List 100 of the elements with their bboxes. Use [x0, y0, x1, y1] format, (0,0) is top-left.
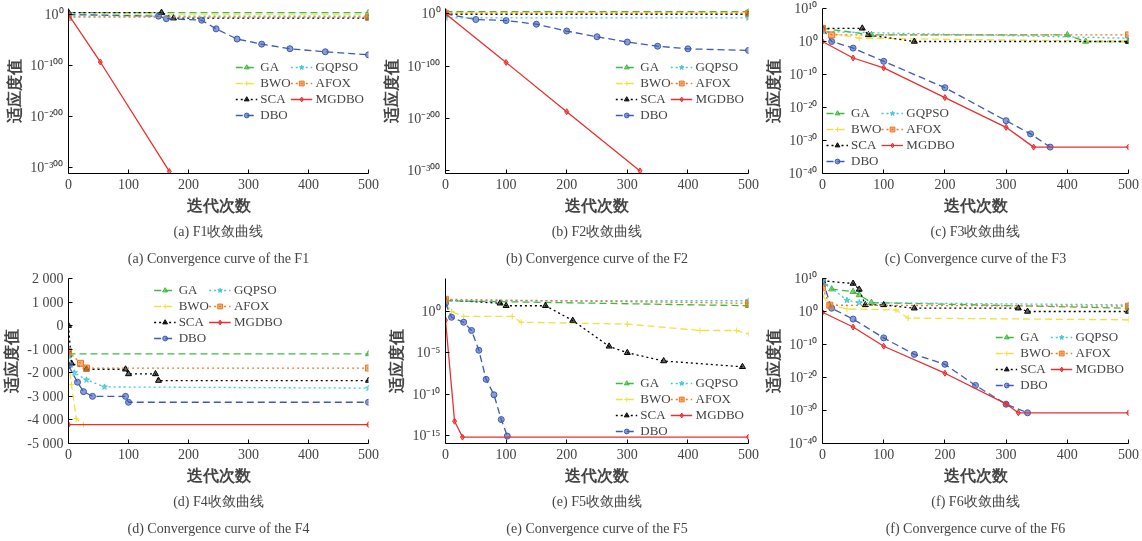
- x-tick-label: 400: [298, 176, 319, 192]
- legend-label: GA: [260, 58, 281, 75]
- legend-label: GQPSO: [233, 282, 277, 298]
- x-axis-title: 迭代次数: [942, 196, 1009, 214]
- legend-label: MGDBO: [233, 314, 283, 330]
- y-tick-label: 10⁻²⁰⁰: [407, 111, 441, 126]
- y-tick-label: -3 000: [27, 388, 64, 404]
- x-tick-label: 400: [677, 446, 699, 462]
- x-tick-label: 100: [118, 446, 139, 462]
- text: (c) Convergence curve of the F3: [884, 250, 1067, 267]
- text: (d) Convergence curve of the F4: [127, 520, 310, 537]
- x-tick-label: 500: [738, 176, 759, 192]
- text: (a) Convergence curve of the F1: [127, 250, 310, 267]
- x-tick-label: 300: [995, 446, 1017, 462]
- legend-label: BWO: [1020, 344, 1051, 361]
- y-tick-label: 10⁰: [421, 6, 441, 22]
- y-tick-label: 10⁻³⁰⁰: [407, 163, 441, 179]
- legend-label: AFOX: [233, 298, 270, 314]
- text: (c) F3收敛曲线: [930, 223, 1021, 240]
- x-tick-label: 100: [118, 176, 139, 192]
- x-tick-label: 500: [358, 446, 379, 462]
- y-axis-title: 适应度值: [2, 329, 21, 394]
- text: (e) Convergence curve of the F5: [506, 520, 688, 537]
- y-tick-label: 10⁻¹⁰: [412, 386, 441, 402]
- legend-label: SCA: [178, 314, 204, 330]
- x-axis-title: 迭代次数: [564, 196, 630, 214]
- text: (f) F6收敛曲线: [931, 493, 1020, 510]
- legend-label: MGDBO: [1075, 360, 1124, 377]
- x-tick-label: 500: [1118, 176, 1139, 192]
- legend-label: BWO: [640, 74, 671, 91]
- x-tick-label: 200: [556, 176, 578, 192]
- x-axis-title: 迭代次数: [185, 196, 252, 214]
- x-tick-label: 300: [238, 446, 259, 462]
- x-tick-label: 400: [298, 446, 319, 462]
- x-tick-label: 400: [1056, 446, 1078, 462]
- x-tick-label: 200: [934, 446, 956, 462]
- x-tick-label: 200: [934, 176, 956, 192]
- y-tick-label: 10⁰: [798, 34, 818, 49]
- y-axis-title: 适应度值: [5, 59, 24, 124]
- y-tick-label: 10⁻¹⁰⁰: [407, 58, 441, 74]
- x-tick-label: 100: [873, 176, 895, 192]
- legend-label: DBO: [1020, 376, 1048, 393]
- x-tick-label: 500: [1118, 446, 1139, 462]
- legend-label: AFOX: [695, 391, 731, 407]
- x-axis-title: 迭代次数: [564, 466, 630, 484]
- y-tick-label: 0: [56, 318, 64, 334]
- y-tick-label: 10⁻³⁰⁰: [30, 159, 64, 175]
- x-tick-label: 200: [178, 176, 199, 192]
- legend-label: GA: [851, 105, 871, 121]
- x-tick-label: 500: [358, 176, 379, 192]
- legend-label: MGDBO: [906, 137, 955, 153]
- legend-label: BWO: [851, 121, 882, 137]
- y-tick-label: 10¹⁰: [794, 271, 818, 286]
- y-tick-label: 10⁻²⁰: [789, 100, 818, 115]
- y-tick-label: 10⁻²⁰: [789, 370, 818, 385]
- y-tick-label: 10⁻¹⁵: [412, 427, 441, 443]
- x-tick-label: 300: [995, 176, 1017, 192]
- y-tick-label: 10⁻⁴⁰: [788, 436, 818, 451]
- text: (f) Convergence curve of the F6: [885, 520, 1066, 537]
- x-tick-label: 100: [495, 446, 517, 462]
- x-tick-label: 500: [738, 446, 759, 462]
- legend-label: GQPSO: [695, 58, 739, 75]
- legend-label: SCA: [260, 90, 286, 107]
- y-tick-label: 10⁻¹⁰: [789, 337, 818, 352]
- y-axis-title: 适应度值: [763, 329, 782, 394]
- y-tick-label: 10⁻³⁰: [789, 133, 818, 148]
- y-axis-title: 适应度值: [382, 59, 401, 124]
- legend-label: SCA: [851, 137, 877, 153]
- legend-label: AFOX: [695, 74, 731, 91]
- legend-label: GA: [640, 375, 661, 391]
- legend-label: BWO: [640, 391, 671, 407]
- legend-label: GA: [1020, 328, 1041, 345]
- x-tick-label: 300: [616, 176, 638, 192]
- y-tick-label: 10⁻²⁰⁰: [30, 108, 64, 124]
- x-axis-title: 迭代次数: [942, 466, 1009, 484]
- legend-label: SCA: [640, 407, 666, 423]
- legend-label: MGDBO: [695, 90, 744, 107]
- y-tick-label: 10⁻¹⁰⁰: [30, 58, 64, 74]
- x-tick-label: 100: [495, 176, 517, 192]
- legend-label: MGDBO: [695, 407, 744, 423]
- y-axis-title: 适应度值: [387, 329, 406, 394]
- legend-label: AFOX: [315, 74, 351, 91]
- x-tick-label: 200: [556, 446, 578, 462]
- legend-label: AFOX: [906, 121, 942, 137]
- legend-label: GQPSO: [906, 105, 949, 121]
- legend-label: SCA: [1020, 360, 1046, 377]
- y-axis-title: 适应度值: [763, 59, 782, 124]
- text: (b) F2收敛曲线: [551, 223, 643, 240]
- y-tick-label: 2 000: [32, 271, 64, 286]
- y-tick-label: 10¹⁰: [794, 1, 818, 16]
- y-tick-label: 10⁰: [44, 7, 64, 23]
- y-tick-label: -4 000: [27, 412, 64, 428]
- x-axis-title: 迭代次数: [185, 466, 252, 484]
- x-tick-label: 200: [178, 446, 199, 462]
- legend-label: DBO: [851, 153, 879, 169]
- text: (e) F5收敛曲线: [552, 493, 642, 510]
- y-tick-label: 10⁻³⁰: [789, 403, 818, 418]
- legend-label: GA: [640, 58, 661, 75]
- x-tick-label: 100: [873, 446, 895, 462]
- legend-label: AFOX: [1075, 344, 1111, 361]
